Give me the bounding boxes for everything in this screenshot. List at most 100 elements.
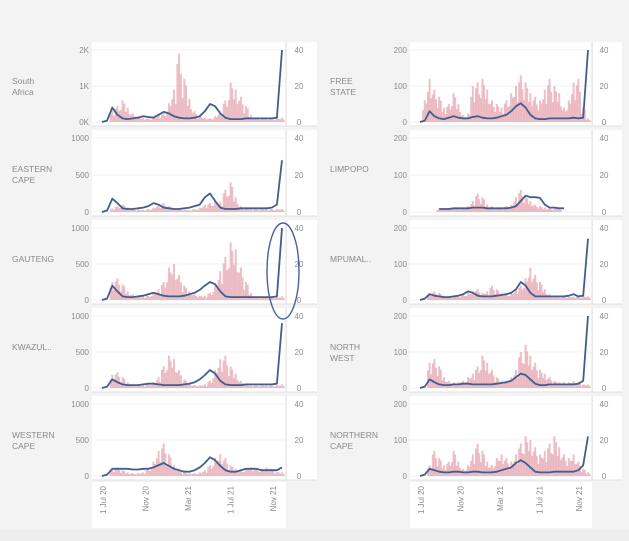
bar-mark (197, 386, 199, 388)
bar-mark (492, 289, 495, 300)
bar-mark (224, 355, 227, 388)
bar-mark (205, 207, 208, 212)
left-tick-label: 200 (394, 224, 408, 233)
bar-mark (214, 200, 217, 212)
right-tick-label: 0 (602, 472, 607, 481)
bar-mark (219, 111, 222, 122)
bar-mark (154, 383, 157, 388)
bar-mark (542, 377, 545, 388)
bar-mark (243, 385, 246, 388)
bar-mark (587, 296, 589, 300)
bar-mark (457, 104, 460, 122)
right-tick-label: 20 (600, 348, 609, 357)
bar-mark (138, 473, 141, 476)
bar-mark (245, 106, 247, 122)
bar-mark (279, 297, 282, 300)
bar-mark (173, 264, 175, 300)
bar-mark (519, 285, 522, 300)
bar-mark (191, 473, 194, 476)
bar-mark (185, 210, 187, 212)
right-tick-label: 40 (295, 46, 304, 55)
left-tick-label: 0 (85, 384, 90, 393)
bar-mark (178, 274, 181, 300)
panel-label: CAPE (330, 441, 353, 451)
bar-mark (439, 100, 442, 122)
plot-area (410, 220, 592, 304)
bar-mark (539, 454, 541, 476)
panel-label: GAUTENG (12, 254, 54, 264)
bar-mark (263, 298, 266, 300)
bar-mark (435, 458, 437, 476)
bar-mark (491, 285, 493, 300)
bar-mark (128, 474, 131, 476)
bar-mark (588, 474, 591, 476)
bar-mark (487, 374, 490, 388)
bar-mark (138, 117, 141, 122)
bar-mark (446, 208, 449, 212)
bar-mark (195, 296, 198, 300)
bar-mark (138, 296, 141, 300)
bar-mark (569, 296, 572, 300)
right-tick-label: 0 (602, 208, 607, 217)
right-tick-label: 40 (600, 134, 609, 143)
bar-mark (113, 290, 115, 300)
bar-mark (176, 209, 179, 212)
bar-mark (149, 119, 151, 122)
bar-mark (281, 296, 283, 300)
bar-mark (455, 109, 458, 122)
bar-mark (427, 295, 429, 300)
bar-mark (130, 384, 133, 388)
bar-mark (444, 210, 447, 212)
bar-mark (260, 209, 263, 212)
left-tick-label: 1K (79, 82, 89, 91)
bar-mark (154, 463, 157, 476)
panel-label: WEST (330, 353, 355, 363)
bar-mark (532, 100, 535, 122)
bar-mark (526, 442, 529, 476)
bar-mark (455, 208, 458, 212)
bar-mark (202, 297, 205, 300)
bar-mark (494, 294, 497, 300)
bar-mark (473, 205, 476, 212)
bar-mark (575, 296, 578, 300)
bar-mark (585, 297, 588, 300)
bar-mark (559, 384, 562, 388)
bar-mark (183, 78, 186, 122)
bar-mark (210, 295, 213, 300)
bar-mark (551, 454, 554, 476)
bar-mark (526, 198, 529, 212)
bar-mark (215, 202, 218, 212)
bar-mark (449, 297, 452, 300)
bar-mark (465, 382, 468, 388)
bar-mark (138, 385, 141, 388)
left-tick-label: 200 (394, 312, 408, 321)
bar-mark (574, 100, 577, 122)
bar-mark (499, 383, 501, 388)
right-axis-area (287, 42, 317, 126)
bar-mark (515, 370, 517, 388)
bar-mark (227, 470, 230, 476)
bar-mark (215, 287, 218, 300)
bar-mark (491, 370, 493, 388)
bar-mark (447, 296, 450, 300)
bar-mark (226, 269, 229, 300)
bar-mark (489, 287, 492, 300)
bar-mark (577, 461, 580, 476)
bar-mark (193, 473, 196, 476)
bar-mark (277, 118, 280, 122)
bar-mark (540, 372, 543, 388)
bar-mark (176, 372, 179, 388)
bar-mark (198, 207, 201, 212)
bar-mark (425, 103, 428, 122)
bar-mark (233, 377, 235, 388)
bar-mark (149, 297, 151, 300)
bar-mark (229, 242, 232, 300)
panel-kwazul: KWAZUL.. 1000 500 0 40 20 0 (12, 308, 317, 393)
bar-mark (260, 297, 263, 300)
bar-mark (556, 209, 559, 212)
bar-mark (455, 297, 458, 300)
bar-mark (241, 472, 244, 476)
bar-mark (495, 377, 498, 388)
bar-mark (516, 294, 519, 300)
bar-mark (559, 106, 562, 122)
